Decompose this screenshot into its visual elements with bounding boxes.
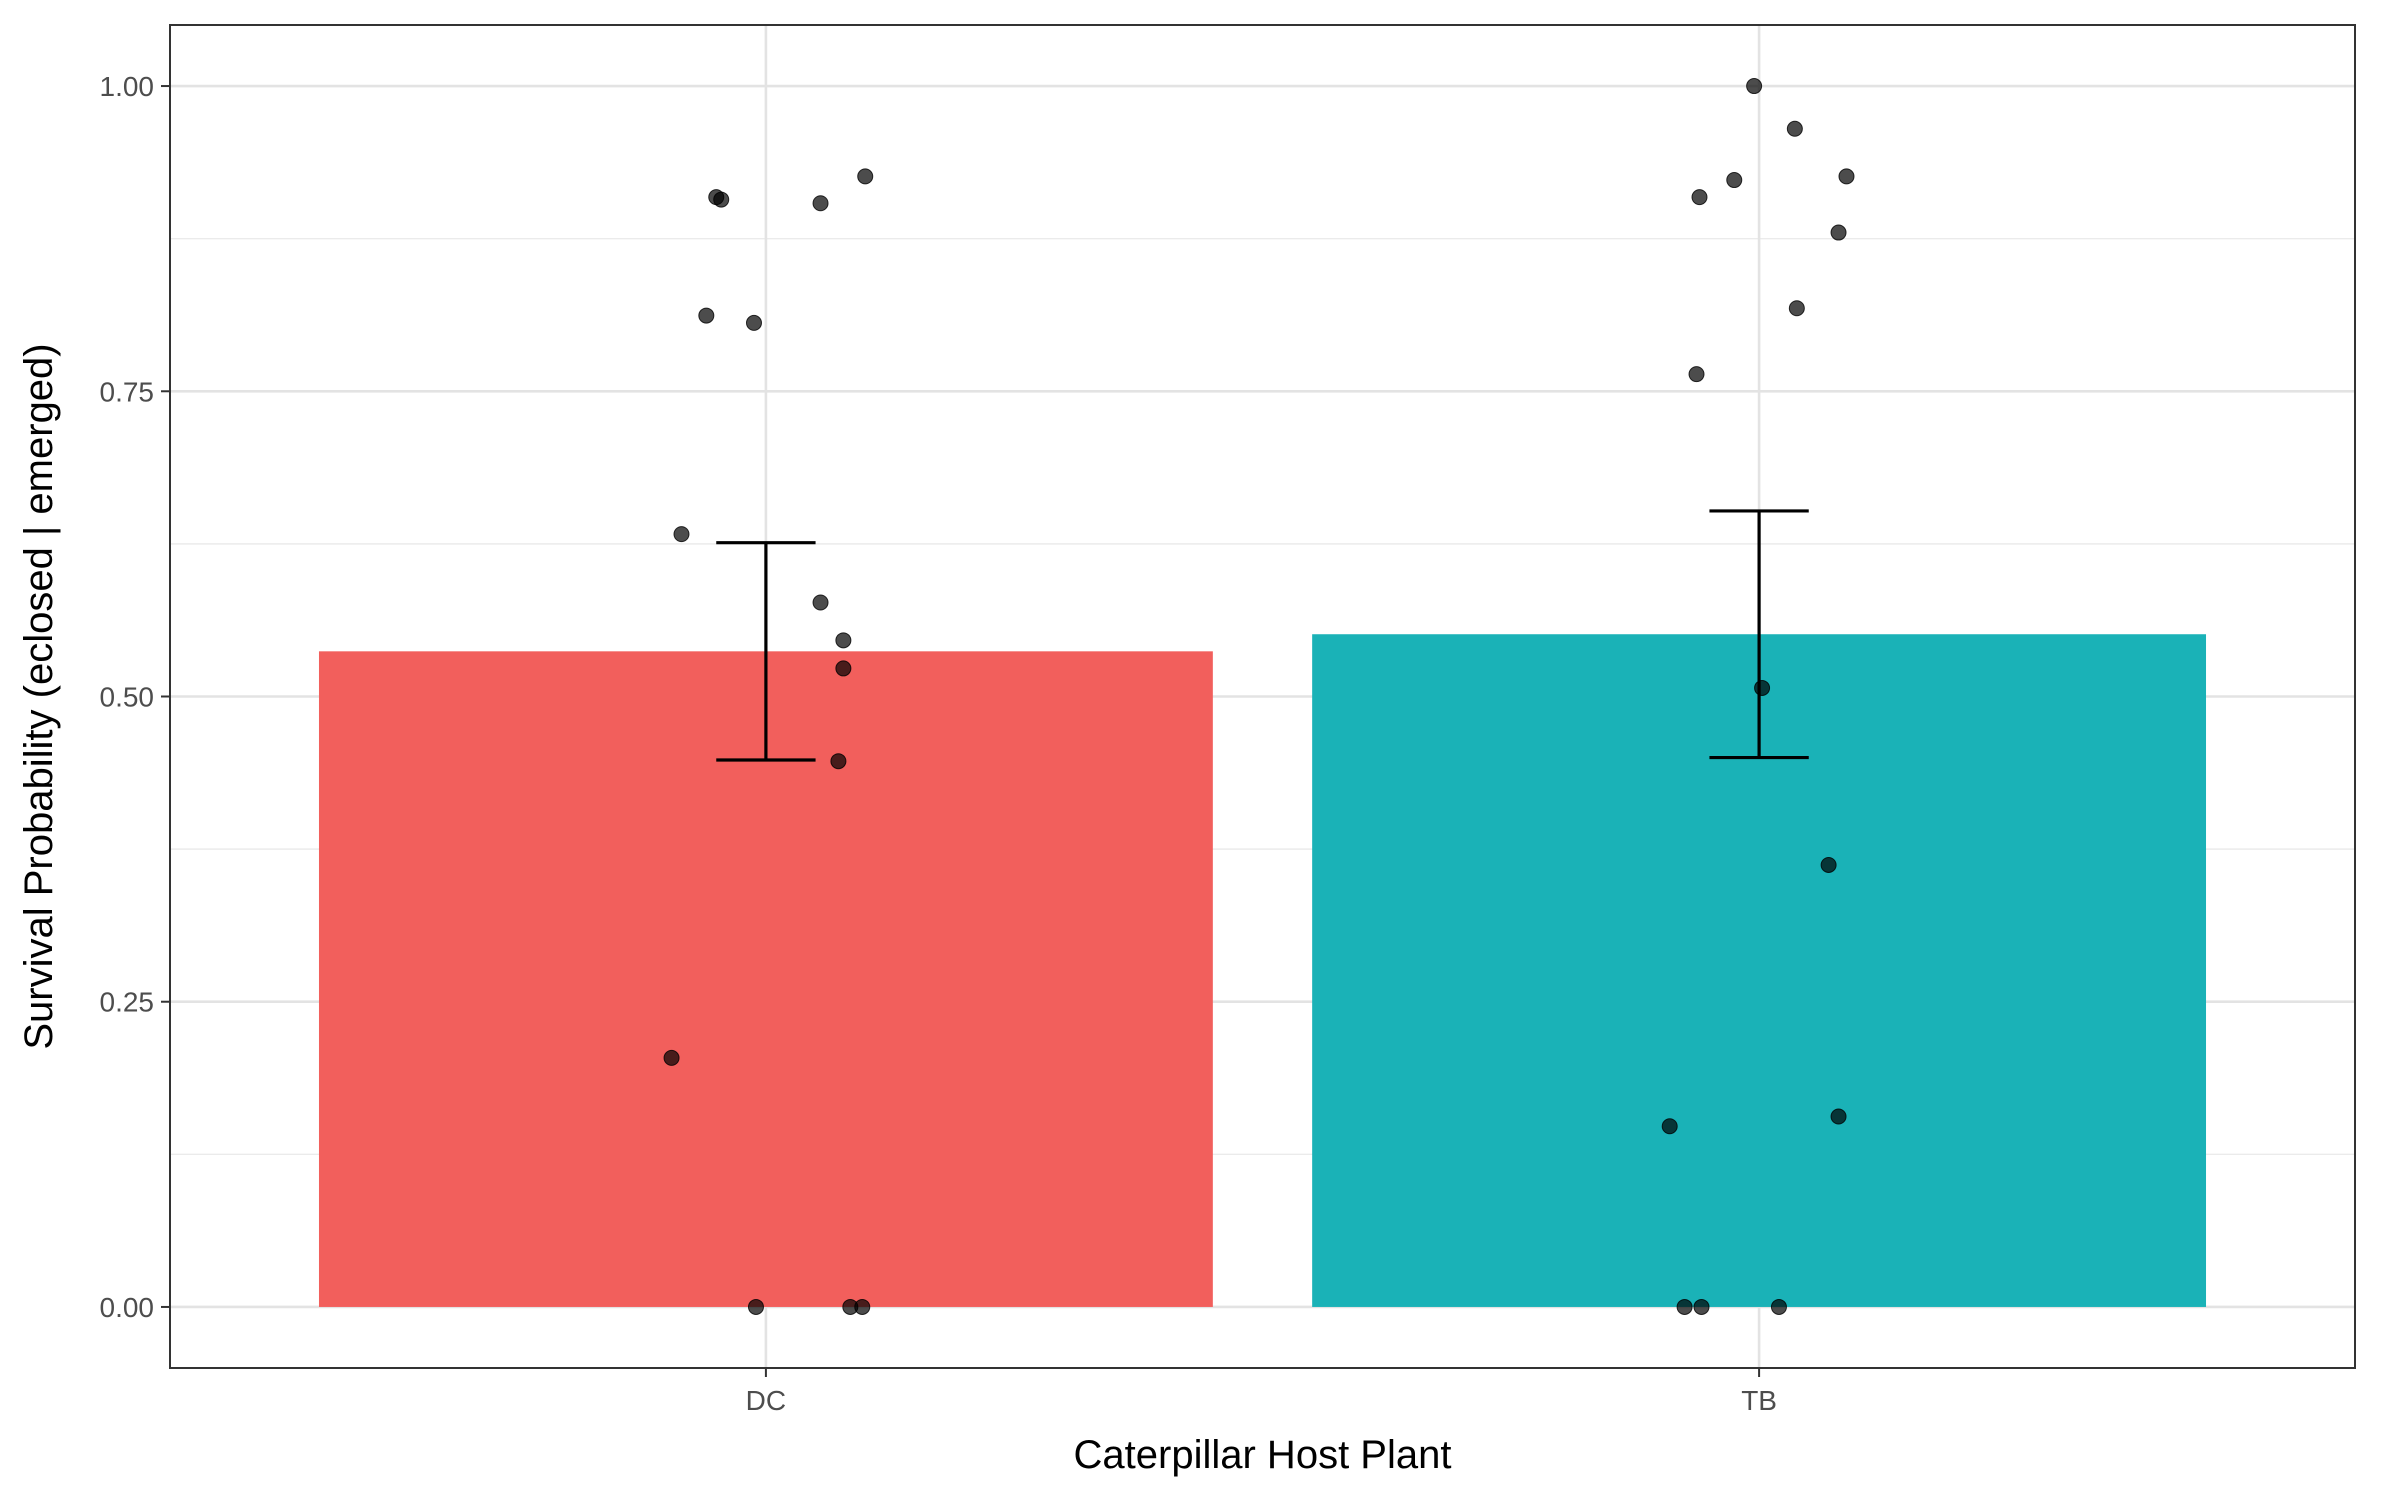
error-bar-dc [716, 541, 816, 762]
data-point-tb [1786, 120, 1803, 137]
x-tick-label-dc: DC [746, 1385, 786, 1416]
error-bar-tb [1709, 509, 1809, 760]
data-point-tb [1838, 168, 1855, 185]
data-point-dc [835, 632, 852, 649]
data-point-tb [1788, 300, 1805, 317]
data-point-tb [1830, 224, 1847, 241]
data-point-dc [673, 526, 690, 543]
y-tick-label: 0.50 [100, 682, 155, 713]
data-point-tb [1830, 1108, 1847, 1125]
x-tick-label-tb: TB [1741, 1385, 1777, 1416]
x-axis-title: Caterpillar Host Plant [1074, 1433, 1452, 1477]
data-point-tb [1693, 1298, 1710, 1315]
data-point-dc [745, 314, 762, 331]
data-point-dc [698, 307, 715, 324]
data-point-dc [812, 594, 829, 611]
data-point-dc [713, 191, 730, 208]
data-point-dc [747, 1298, 764, 1315]
data-point-tb [1746, 78, 1763, 95]
y-tick-label: 1.00 [100, 71, 155, 102]
data-point-tb [1754, 679, 1771, 696]
data-point-tb [1691, 189, 1708, 206]
data-point-tb [1820, 856, 1837, 873]
data-point-dc [830, 753, 847, 770]
y-axis-title: Survival Probability (eclosed | emerged) [17, 343, 61, 1049]
data-point-dc [857, 168, 874, 185]
data-point-tb [1661, 1118, 1678, 1135]
data-point-tb [1676, 1298, 1693, 1315]
y-tick-label: 0.25 [100, 987, 155, 1018]
y-tick-label: 0.75 [100, 376, 155, 407]
data-point-dc [663, 1049, 680, 1066]
data-point-tb [1688, 366, 1705, 383]
data-point-dc [812, 195, 829, 212]
data-point-dc [854, 1298, 871, 1315]
data-point-tb [1770, 1298, 1787, 1315]
y-tick-label: 0.00 [100, 1292, 155, 1323]
data-point-dc [835, 660, 852, 677]
data-point-tb [1726, 172, 1743, 189]
